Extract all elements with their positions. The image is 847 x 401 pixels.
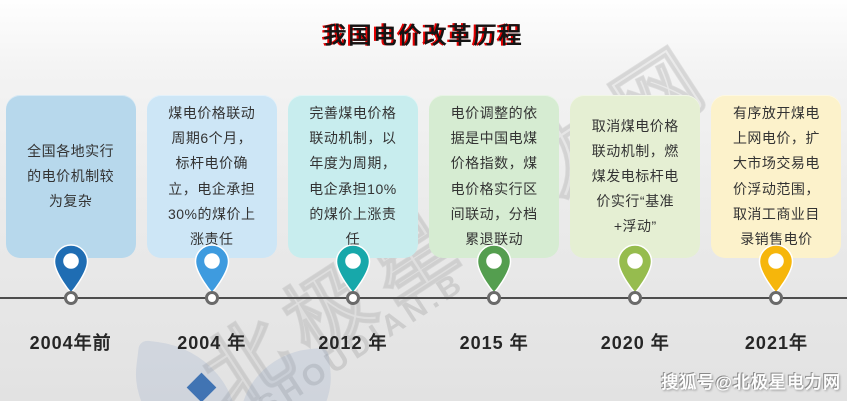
timeline-card: 全国各地实行的电价机制较为复杂 — [5, 95, 136, 258]
timeline-card: 电价调整的依据是中国电煤价格指数，煤电价格实行区间联动，分档累退联动 — [429, 95, 560, 258]
timeline-year: 2021年 — [744, 333, 808, 353]
timeline-card: 完善煤电价格联动机制，以年度为周期，电企承担10%的煤价上涨责任 — [287, 95, 418, 258]
timeline: 全国各地实行的电价机制较为复杂 2004年前 煤电价格联动周期6个月，标杆电价确… — [0, 95, 847, 390]
timeline-year: 2012 年 — [318, 333, 388, 353]
timeline-year: 2015 年 — [459, 333, 529, 353]
timeline-card: 煤电价格联动周期6个月，标杆电价确立，电企承担30%的煤价上涨责任 — [146, 95, 277, 258]
timeline-year: 2004 年 — [177, 333, 247, 353]
page-title: 我国电价改革历程 — [323, 22, 524, 48]
timeline-card-text: 煤电价格联动周期6个月，标杆电价确立，电企承担30%的煤价上涨责任 — [167, 104, 256, 247]
map-pin-icon — [53, 244, 88, 294]
timeline-node — [345, 291, 360, 305]
map-pin-icon — [759, 244, 794, 294]
timeline-item-2012: 完善煤电价格联动机制，以年度为周期，电企承担10%的煤价上涨责任 2012 年 — [282, 95, 423, 390]
timeline-item-2015: 电价调整的依据是中国电煤价格指数，煤电价格实行区间联动，分档累退联动 2015 … — [424, 95, 565, 390]
timeline-card: 有序放开煤电上网电价，扩大市场交易电价浮动范围，取消工商业目录销售电价 — [711, 95, 842, 258]
timeline-node — [63, 291, 78, 305]
timeline-node — [487, 291, 502, 305]
timeline-item-2004pre: 全国各地实行的电价机制较为复杂 2004年前 — [0, 95, 141, 390]
map-pin-icon — [335, 244, 371, 294]
timeline-card-text: 取消煤电价格联动机制，燃煤发电标杆电价实行“基准+浮动” — [591, 117, 679, 235]
timeline-item-2004: 煤电价格联动周期6个月，标杆电价确立，电企承担30%的煤价上涨责任 2004 年 — [141, 95, 282, 390]
timeline-card-text: 有序放开煤电上网电价，扩大市场交易电价浮动范围，取消工商业目录销售电价 — [732, 104, 820, 247]
map-pin-icon — [194, 244, 230, 294]
timeline-node — [204, 291, 219, 305]
timeline-axis — [0, 297, 847, 299]
timeline-node — [628, 291, 643, 305]
timeline-item-2021: 有序放开煤电上网电价，扩大市场交易电价浮动范围，取消工商业目录销售电价 2021… — [706, 95, 847, 390]
watermark-sohu-account: 搜狐号@北极星电力网 — [661, 373, 841, 392]
timeline-card-text: 完善煤电价格联动机制，以年度为周期，电企承担10%的煤价上涨责任 — [309, 104, 397, 247]
timeline-card-text: 全国各地实行的电价机制较为复杂 — [27, 142, 115, 210]
map-pin-icon — [618, 244, 653, 294]
timeline-card: 取消煤电价格联动机制，燃煤发电标杆电价实行“基准+浮动” — [570, 95, 701, 258]
timeline-node — [769, 291, 784, 305]
map-pin-icon — [476, 244, 512, 294]
timeline-year: 2004年前 — [29, 333, 112, 353]
timeline-card-text: 电价调整的依据是中国电煤价格指数，煤电价格实行区间联动，分档累退联动 — [450, 104, 538, 247]
timeline-year: 2020 年 — [600, 333, 670, 353]
timeline-item-2020: 取消煤电价格联动机制，燃煤发电标杆电价实行“基准+浮动” 2020 年 — [565, 95, 706, 390]
